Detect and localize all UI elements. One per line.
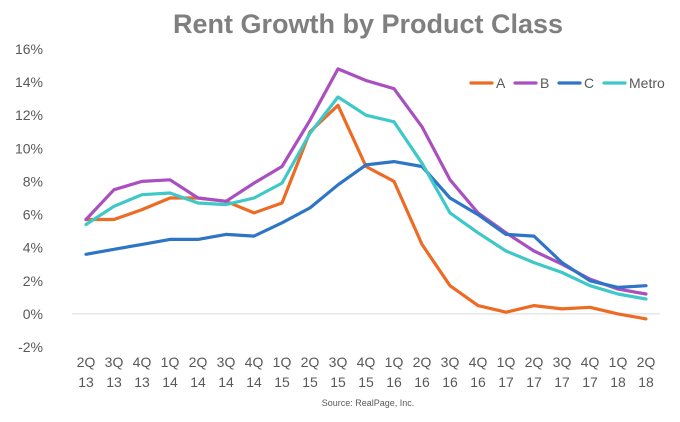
x-tick-label-year: 14 [190,374,206,390]
chart-source-note: Source: RealPage, Inc. [322,398,415,408]
x-tick-label-quarter: 3Q [105,354,124,370]
x-tick-label-year: 15 [274,374,290,390]
x-tick-label-year: 16 [414,374,430,390]
y-tick-label: 12% [15,107,43,123]
y-tick-label: 0% [23,306,43,322]
x-tick-label-year: 16 [442,374,458,390]
x-axis-tick-labels: 2Q 13 3Q 13 4Q 13 1Q 14 2Q 14 3Q 14 4Q 14 1Q 15 2Q 15 3Q 15… [77,354,656,390]
x-tick-label-quarter: 4Q [245,354,264,370]
x-tick-label-quarter: 4Q [469,354,488,370]
series-line-a [84,103,648,321]
x-tick-label-quarter: 2Q [525,354,544,370]
legend: A B C Metro [469,75,665,91]
y-tick-label: 4% [23,240,43,256]
x-tick-label-year: 15 [330,374,346,390]
x-tick-label-quarter: 1Q [497,354,516,370]
x-tick-label-year: 14 [218,374,234,390]
x-tick-label-year: 16 [386,374,402,390]
x-tick-label-quarter: 4Q [133,354,152,370]
legend-label-metro: Metro [629,75,665,91]
x-tick-label-year: 15 [302,374,318,390]
series-line-metro [84,95,648,301]
x-tick-label-year: 14 [246,374,262,390]
series-line-b [84,67,648,296]
x-tick-label-quarter: 1Q [273,354,292,370]
y-tick-label: -2% [18,339,43,355]
x-tick-label-quarter: 2Q [77,354,96,370]
x-tick-label-quarter: 4Q [357,354,376,370]
x-tick-label-quarter: 3Q [329,354,348,370]
y-axis-tick-labels: 16% 14% 12% 10% 8% 6% 4% 2% 0% -2% [15,41,43,355]
x-tick-label-year: 18 [610,374,626,390]
x-tick-label-quarter: 3Q [441,354,460,370]
y-tick-label: 8% [23,173,43,189]
x-tick-label-year: 13 [78,374,94,390]
legend-label-b: B [540,75,549,91]
x-tick-label-year: 13 [134,374,150,390]
x-tick-label-year: 14 [162,374,178,390]
y-tick-label: 10% [15,140,43,156]
x-tick-label-quarter: 2Q [189,354,208,370]
y-tick-label: 16% [15,41,43,57]
x-tick-label-year: 18 [638,374,654,390]
x-tick-label-year: 17 [554,374,570,390]
series-lines [84,67,648,321]
x-tick-label-quarter: 3Q [217,354,236,370]
x-tick-label-quarter: 2Q [301,354,320,370]
legend-label-a: A [496,75,506,91]
legend-label-c: C [584,75,594,91]
y-tick-label: 14% [15,74,43,90]
x-tick-label-year: 17 [498,374,514,390]
x-tick-label-quarter: 3Q [553,354,572,370]
x-tick-label-quarter: 2Q [413,354,432,370]
series-line-c [84,160,648,289]
x-tick-label-year: 16 [470,374,486,390]
y-tick-label: 2% [23,273,43,289]
x-tick-label-year: 17 [582,374,598,390]
x-tick-label-quarter: 4Q [581,354,600,370]
x-tick-label-quarter: 1Q [609,354,628,370]
x-tick-label-quarter: 1Q [161,354,180,370]
x-tick-label-year: 15 [358,374,374,390]
x-tick-label-quarter: 2Q [637,354,656,370]
x-tick-label-quarter: 1Q [385,354,404,370]
chart-title: Rent Growth by Product Class [173,9,563,39]
x-tick-label-year: 13 [106,374,122,390]
y-tick-label: 6% [23,207,43,223]
x-tick-label-year: 17 [526,374,542,390]
